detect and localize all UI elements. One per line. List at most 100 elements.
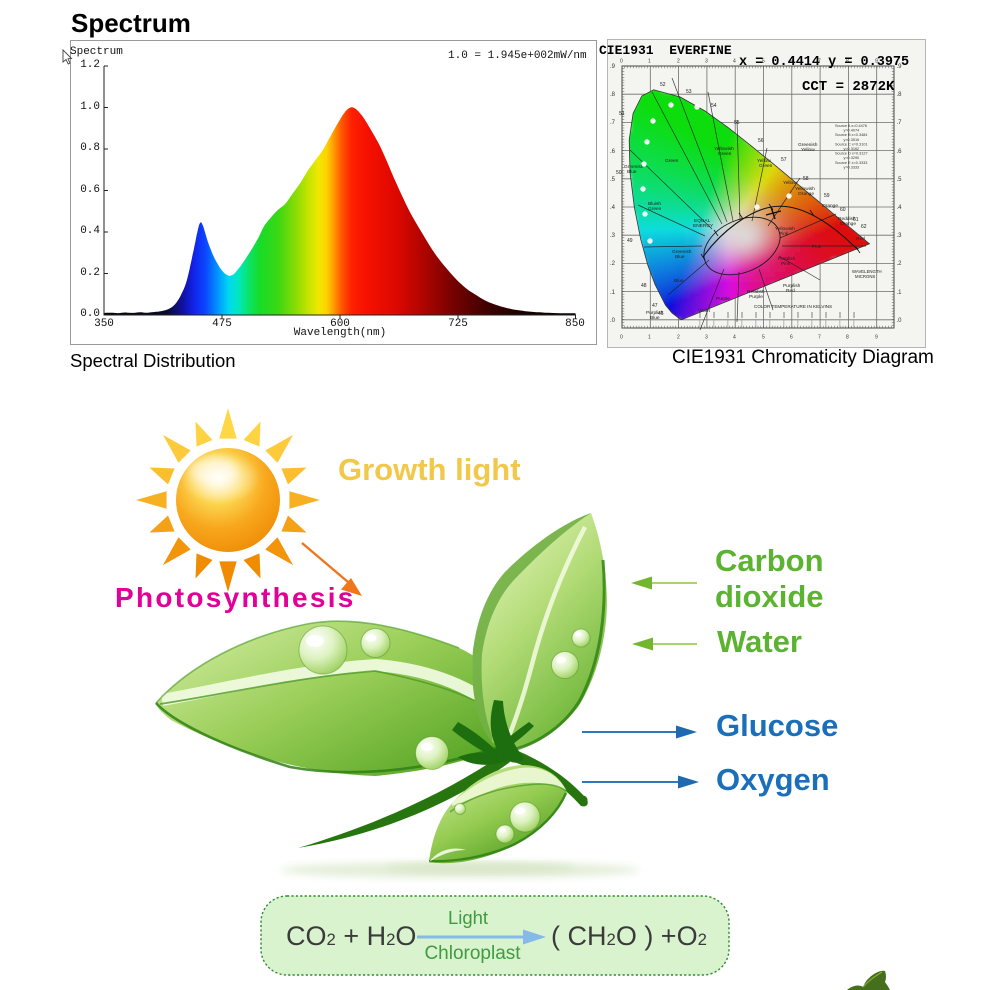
svg-text:0: 0 xyxy=(620,59,623,65)
svg-text:59: 59 xyxy=(824,193,830,199)
svg-text:58: 58 xyxy=(803,176,809,182)
svg-text:60: 60 xyxy=(840,207,846,213)
svg-text:53: 53 xyxy=(686,89,692,95)
svg-text:57: 57 xyxy=(781,157,787,163)
svg-text:55: 55 xyxy=(734,120,740,126)
svg-text:Bluish: Bluish xyxy=(648,201,661,207)
svg-text:Greenish: Greenish xyxy=(798,142,818,148)
svg-text:ENERGY: ENERGY xyxy=(693,223,714,229)
svg-text:1: 1 xyxy=(648,59,651,65)
svg-text:y=0.3290: y=0.3290 xyxy=(835,156,859,160)
svg-text:.8: .8 xyxy=(610,92,616,98)
svg-text:COLOR TEMPERATURE IN KELVINS: COLOR TEMPERATURE IN KELVINS xyxy=(754,304,832,309)
svg-text:.2: .2 xyxy=(610,261,616,267)
svg-text:y=0.3516: y=0.3516 xyxy=(835,138,859,142)
svg-text:Pink: Pink xyxy=(779,231,789,237)
svg-text:.7: .7 xyxy=(610,120,616,126)
svg-text:Purple: Purple xyxy=(716,296,730,302)
svg-text:4: 4 xyxy=(733,59,736,65)
svg-text:Source D x=0.3127: Source D x=0.3127 xyxy=(835,152,868,156)
svg-text:52: 52 xyxy=(660,82,666,88)
svg-text:Violet: Violet xyxy=(698,308,711,314)
svg-text:3: 3 xyxy=(705,59,708,65)
svg-text:9: 9 xyxy=(875,335,878,341)
svg-text:.2: .2 xyxy=(897,261,903,267)
svg-text:Yellowish: Yellowish xyxy=(714,146,734,152)
svg-text:WAVELENGTH: WAVELENGTH xyxy=(852,269,882,274)
svg-text:6: 6 xyxy=(790,335,793,341)
svg-text:Greenish: Greenish xyxy=(624,164,644,170)
svg-text:56: 56 xyxy=(758,138,764,144)
svg-text:.0: .0 xyxy=(897,318,903,324)
svg-text:Pink: Pink xyxy=(812,244,822,250)
svg-text:5: 5 xyxy=(762,335,765,341)
svg-text:Purplish: Purplish xyxy=(646,310,664,316)
svg-text:.1: .1 xyxy=(610,290,616,296)
svg-text:9: 9 xyxy=(875,59,878,65)
svg-text:48: 48 xyxy=(641,283,647,289)
svg-text:Yellowish: Yellowish xyxy=(795,186,815,192)
svg-text:Green: Green xyxy=(759,163,773,169)
svg-text:50: 50 xyxy=(616,170,622,176)
svg-text:54: 54 xyxy=(711,103,717,109)
svg-text:0: 0 xyxy=(620,335,623,341)
svg-text:Reddish: Reddish xyxy=(747,289,765,295)
svg-text:.6: .6 xyxy=(897,149,903,155)
svg-text:.5: .5 xyxy=(897,177,903,183)
svg-text:Source E x=0.3333: Source E x=0.3333 xyxy=(835,161,867,165)
svg-text:Purple: Purple xyxy=(749,294,763,300)
svg-text:MICRONS: MICRONS xyxy=(855,274,875,279)
svg-text:6: 6 xyxy=(790,59,793,65)
svg-text:Blue: Blue xyxy=(674,278,684,284)
svg-text:.3: .3 xyxy=(897,233,903,239)
svg-text:Pink: Pink xyxy=(781,261,791,267)
svg-text:Red: Red xyxy=(786,288,795,294)
svg-text:y=0.3333: y=0.3333 xyxy=(835,165,859,169)
svg-text:Red: Red xyxy=(856,236,865,242)
svg-text:2: 2 xyxy=(677,59,680,65)
svg-text:62: 62 xyxy=(861,224,867,230)
svg-text:7: 7 xyxy=(818,59,821,65)
svg-text:49: 49 xyxy=(627,238,633,244)
svg-text:46: 46 xyxy=(658,311,664,317)
svg-text:.3: .3 xyxy=(610,233,616,239)
svg-text:Purplish: Purplish xyxy=(778,256,796,262)
svg-text:8: 8 xyxy=(846,59,849,65)
svg-text:5: 5 xyxy=(762,59,765,65)
svg-text:Orange: Orange xyxy=(822,203,838,209)
svg-text:Yellow: Yellow xyxy=(801,147,815,153)
svg-text:Blue: Blue xyxy=(627,169,637,175)
svg-text:.1: .1 xyxy=(897,290,903,296)
svg-text:Orange: Orange xyxy=(798,191,814,197)
svg-text:Yellowish: Yellowish xyxy=(775,226,795,232)
svg-text:7: 7 xyxy=(818,335,821,341)
svg-text:51: 51 xyxy=(619,111,625,117)
svg-text:47: 47 xyxy=(652,303,658,309)
svg-text:Blue: Blue xyxy=(650,315,660,321)
svg-text:Orange: Orange xyxy=(840,221,856,227)
svg-text:.4: .4 xyxy=(897,205,903,211)
svg-text:EQUAL: EQUAL xyxy=(694,218,711,224)
svg-text:1: 1 xyxy=(648,335,651,341)
svg-text:4: 4 xyxy=(733,335,736,341)
svg-text:Greenish: Greenish xyxy=(672,249,692,255)
svg-text:Yellow: Yellow xyxy=(757,158,771,164)
svg-text:Green: Green xyxy=(665,158,679,164)
svg-text:.0: .0 xyxy=(610,318,616,324)
svg-text:.8: .8 xyxy=(897,92,903,98)
svg-text:Green: Green xyxy=(648,206,662,212)
svg-text:y=0.3162: y=0.3162 xyxy=(835,147,859,151)
svg-text:.7: .7 xyxy=(897,120,903,126)
svg-text:.6: .6 xyxy=(610,149,616,155)
svg-text:Source C x=0.3101: Source C x=0.3101 xyxy=(835,142,868,146)
svg-text:2: 2 xyxy=(677,335,680,341)
svg-text:.9: .9 xyxy=(610,64,616,70)
svg-text:Source B x=0.3484: Source B x=0.3484 xyxy=(835,133,867,137)
svg-text:.4: .4 xyxy=(610,205,616,211)
svg-text:Purplish: Purplish xyxy=(783,283,801,289)
svg-text:61: 61 xyxy=(853,217,859,223)
svg-text:3: 3 xyxy=(705,335,708,341)
svg-text:.5: .5 xyxy=(610,177,616,183)
svg-text:y=0.4074: y=0.4074 xyxy=(835,129,859,133)
svg-text:Source A x=0.4476: Source A x=0.4476 xyxy=(835,124,867,128)
